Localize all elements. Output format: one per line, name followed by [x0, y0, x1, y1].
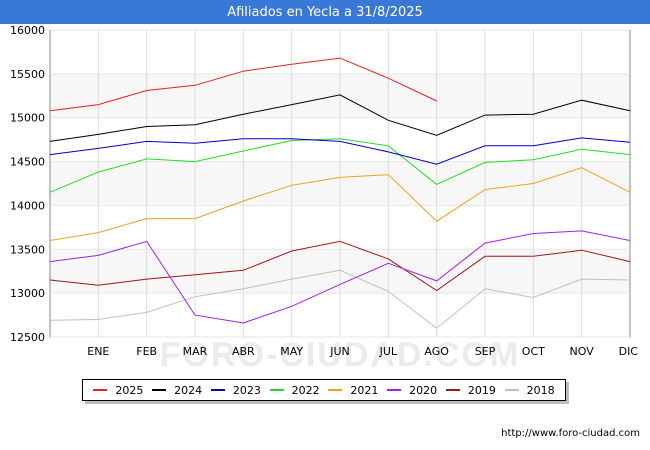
x-tick-label: NOV — [570, 345, 595, 358]
series-line-2023 — [49, 137, 631, 165]
x-tick-label: MAR — [183, 345, 208, 358]
x-axis-tick-labels: ENE FEB MAR ABR MAY JUN JUL AGO SEP OCT NOV DIC — [87, 345, 638, 358]
watermark-text: FORO-CIUDAD.COM — [160, 336, 521, 374]
x-tick-label: MAY — [280, 345, 303, 358]
legend-item-2021: 2021 — [328, 384, 378, 397]
legend-item-2023: 2023 — [210, 383, 261, 397]
x-tick-label: DIC — [619, 345, 639, 358]
legend-swatch — [328, 389, 343, 391]
series-line-2021 — [49, 167, 631, 241]
legend-label: 2025 — [115, 383, 144, 397]
legend-swatch — [445, 389, 460, 391]
series-line-2024 — [49, 94, 631, 142]
legend: 2025 2024 2023 2022 2021 2020 2019 2018 — [82, 379, 566, 401]
legend-item-2025: 2025 — [93, 384, 143, 397]
x-tick-label: ABR — [232, 345, 255, 358]
series-line-2025 — [49, 57, 437, 112]
series-line-2019 — [49, 240, 631, 292]
legend-label: 2019 — [467, 383, 496, 397]
x-tick-label: FEB — [136, 345, 157, 358]
legend-item-2024: 2024 — [152, 384, 202, 397]
x-tick-label: SEP — [475, 345, 496, 358]
legend-swatch — [269, 389, 284, 391]
source-url: http://www.foro-ciudad.com — [501, 428, 640, 439]
legend-label: 2023 — [232, 383, 261, 397]
y-tick-label: 13000 — [10, 287, 45, 300]
y-tick-label: 14500 — [10, 156, 45, 169]
series-line-2020 — [49, 230, 631, 324]
legend-label: 2020 — [409, 383, 438, 397]
legend-item-2018: 2018 — [504, 383, 555, 397]
x-tick-label: ENE — [87, 345, 109, 358]
legend-item-2022: 2022 — [269, 383, 320, 397]
y-tick-label: 15000 — [10, 112, 45, 125]
legend-swatch — [210, 389, 225, 391]
series-lines — [49, 57, 631, 329]
legend-label: 2021 — [350, 383, 379, 397]
x-tick-label: JUN — [329, 345, 350, 358]
legend-swatch — [504, 389, 519, 391]
y-axis-tick-labels: 12500 13000 13500 14000 14500 15000 15500 16000 — [10, 24, 45, 344]
x-tick-label: OCT — [522, 345, 545, 358]
legend-swatch — [387, 389, 402, 391]
y-tick-label: 12500 — [10, 331, 45, 344]
x-tick-label: AGO — [424, 345, 449, 358]
chart-title: Afiliados en Yecla a 31/8/2025 — [0, 0, 650, 24]
legend-label: 2018 — [526, 383, 555, 397]
y-tick-label: 15500 — [10, 68, 45, 81]
series-line-2018 — [49, 269, 631, 329]
y-tick-label: 16000 — [10, 24, 45, 37]
legend-swatch — [93, 389, 108, 391]
y-tick-label: 13500 — [10, 243, 45, 256]
legend-swatch — [152, 389, 167, 391]
legend-label: 2022 — [291, 383, 320, 397]
legend-label: 2024 — [174, 383, 203, 397]
chart-title-text: Afiliados en Yecla a 31/8/2025 — [227, 4, 423, 20]
vertical-gridlines — [97, 30, 583, 337]
legend-item-2020: 2020 — [387, 384, 437, 397]
x-tick-label: JUL — [379, 345, 398, 358]
series-line-2022 — [49, 138, 631, 193]
legend-item-2019: 2019 — [445, 383, 496, 397]
y-tick-label: 14000 — [10, 199, 45, 212]
